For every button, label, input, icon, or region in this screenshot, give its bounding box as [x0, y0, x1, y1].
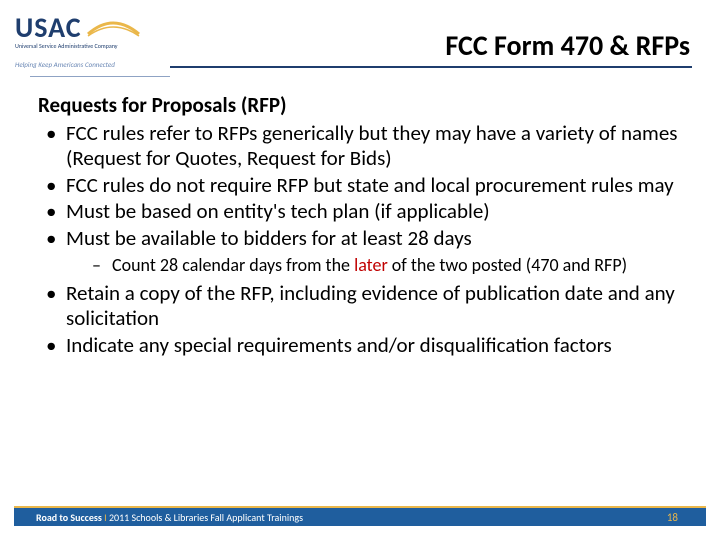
footer-text: Road to Success I 2011 Schools & Librari…	[36, 511, 303, 524]
logo-subtitle: Universal Service Administrative Company	[15, 43, 155, 50]
content-heading: Requests for Proposals (RFP)	[38, 93, 690, 119]
bullet-text: Must be available to bidders for at leas…	[66, 225, 472, 251]
logo-tagline: Helping Keep Americans Connected	[15, 60, 155, 69]
bullet-item: Must be available to bidders for at leas…	[38, 226, 690, 277]
slide-title: FCC Form 470 & RFPs	[445, 28, 690, 63]
slide-footer: Road to Success I 2011 Schools & Librari…	[0, 500, 720, 526]
sub-text-highlight: later	[354, 254, 388, 276]
sub-text-post: of the two posted (470 and RFP)	[388, 254, 627, 276]
usac-logo: USAC	[15, 10, 155, 45]
bullet-item: Indicate any special requirements and/or…	[38, 333, 690, 359]
title-underline	[170, 66, 692, 68]
footer-bold: Road to Success	[36, 511, 102, 524]
sub-text-pre: Count 28 calendar days from the	[112, 254, 354, 276]
logo-arc-icon	[86, 18, 141, 38]
logo-text: USAC	[15, 10, 82, 45]
slide-content: Requests for Proposals (RFP) FCC rules r…	[0, 75, 720, 358]
bullet-item: Retain a copy of the RFP, including evid…	[38, 281, 690, 332]
sub-bullet-item: Count 28 calendar days from the later of…	[90, 255, 690, 277]
logo-block: USAC Universal Service Administrative Co…	[15, 10, 155, 69]
bullet-item: Must be based on entity's tech plan (if …	[38, 199, 690, 225]
page-number: 18	[667, 511, 678, 524]
footer-separator: I	[104, 511, 107, 524]
sub-bullet-list: Count 28 calendar days from the later of…	[66, 255, 690, 277]
bullet-item: FCC rules refer to RFPs generically but …	[38, 121, 690, 172]
bullet-list: FCC rules refer to RFPs generically but …	[38, 121, 690, 359]
footer-bar: Road to Success I 2011 Schools & Librari…	[14, 508, 706, 526]
footer-rest: 2011 Schools & Libraries Fall Applicant …	[109, 511, 303, 524]
slide: USAC Universal Service Administrative Co…	[0, 0, 720, 540]
bullet-item: FCC rules do not require RFP but state a…	[38, 173, 690, 199]
logo-rule	[30, 76, 170, 77]
slide-header: USAC Universal Service Administrative Co…	[0, 0, 720, 75]
